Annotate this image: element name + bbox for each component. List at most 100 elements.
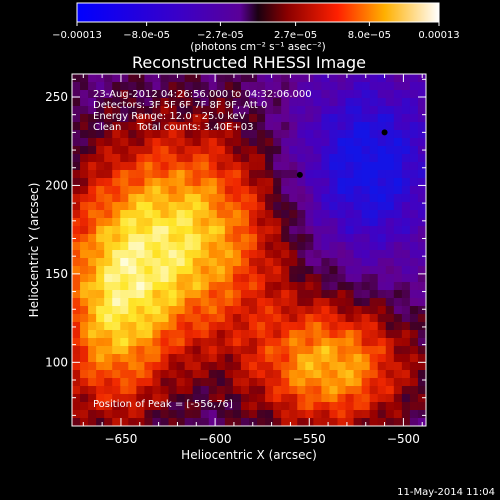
heatmap-cell <box>144 90 153 99</box>
heatmap-cell <box>168 322 177 331</box>
heatmap-cell <box>257 178 266 187</box>
heatmap-cell <box>273 250 282 259</box>
heatmap-cell <box>409 274 419 283</box>
heatmap-cell <box>377 258 387 267</box>
heatmap-cell <box>273 210 282 219</box>
heatmap-cell <box>80 154 89 163</box>
heatmap-cell <box>265 378 274 387</box>
heatmap-cell <box>224 290 234 299</box>
heatmap-cell <box>313 82 322 91</box>
heatmap-cell <box>401 146 411 155</box>
heatmap-cell <box>144 250 153 259</box>
heatmap-cell <box>305 82 314 91</box>
heatmap-cell <box>96 234 105 243</box>
heatmap-cell <box>321 210 330 219</box>
heatmap-cell <box>104 98 113 107</box>
heatmap-cell <box>353 298 363 307</box>
heatmap-cell <box>160 210 169 219</box>
heatmap-cell <box>249 130 258 139</box>
heatmap-cell <box>72 194 81 203</box>
heatmap-cell <box>281 418 290 426</box>
heatmap-cell <box>393 298 403 307</box>
heatmap-cell <box>265 402 274 411</box>
heatmap-cell <box>273 386 282 395</box>
heatmap-cell <box>136 106 145 115</box>
heatmap-cell <box>409 154 419 163</box>
heatmap-cell <box>224 386 234 395</box>
heatmap-cell <box>152 322 161 331</box>
heatmap-cell <box>385 394 395 403</box>
heatmap-cell <box>224 274 234 283</box>
heatmap-cell <box>409 226 419 235</box>
heatmap-cell <box>128 282 137 291</box>
heatmap-cell <box>128 82 137 91</box>
heatmap-cell <box>208 186 218 195</box>
heatmap-cell <box>88 138 97 147</box>
heatmap-cell <box>224 170 234 179</box>
heatmap-cell <box>297 378 306 387</box>
heatmap-cell <box>152 250 161 259</box>
heatmap-cell <box>361 114 371 123</box>
heatmap-cell <box>321 394 330 403</box>
heatmap-cell <box>216 322 226 331</box>
heatmap-cell <box>192 186 202 195</box>
heatmap-cell <box>112 306 121 315</box>
heatmap-cell <box>289 290 298 299</box>
heatmap-cell <box>249 370 258 379</box>
heatmap-cell <box>216 114 226 123</box>
heatmap-cell <box>417 250 426 259</box>
heatmap-cell <box>80 258 89 267</box>
heatmap-cell <box>192 386 202 395</box>
heatmap-cell <box>321 122 330 131</box>
heatmap-cell <box>369 362 379 371</box>
heatmap-cell <box>417 178 426 187</box>
heatmap-cell <box>337 170 346 179</box>
heatmap-cell <box>128 154 137 163</box>
heatmap-cell <box>176 378 186 387</box>
heatmap-cell <box>160 186 169 195</box>
heatmap-cell <box>80 114 89 123</box>
heatmap-cell <box>80 226 89 235</box>
heatmap-cell <box>393 98 403 107</box>
heatmap-cell <box>337 394 346 403</box>
heatmap-cell <box>80 306 89 315</box>
heatmap-cell <box>136 186 145 195</box>
heatmap-cell <box>353 202 363 211</box>
heatmap-cell <box>265 138 274 147</box>
heatmap-cell <box>104 346 113 355</box>
heatmap-cell <box>112 226 121 235</box>
heatmap-cell <box>192 234 202 243</box>
heatmap-cell <box>257 370 266 379</box>
heatmap-cell <box>393 154 403 163</box>
heatmap-cell <box>265 226 274 235</box>
heatmap-cell <box>192 346 202 355</box>
heatmap-cell <box>152 306 161 315</box>
heatmap-cell <box>120 250 129 259</box>
heatmap-cell <box>232 82 242 91</box>
heatmap-cell <box>216 218 226 227</box>
heatmap-cell <box>224 394 234 403</box>
heatmap-cell <box>329 338 338 347</box>
heatmap-cell <box>385 130 395 139</box>
heatmap-cell <box>257 258 266 267</box>
heatmap-cell <box>144 210 153 219</box>
heatmap-cell <box>313 154 322 163</box>
heatmap-cell <box>232 354 242 363</box>
heatmap-cell <box>160 410 169 419</box>
heatmap-cell <box>297 418 306 426</box>
heatmap-cell <box>305 122 314 131</box>
heatmap-cell <box>160 194 169 203</box>
heatmap-cell <box>345 114 354 123</box>
heatmap-cell <box>265 218 274 227</box>
heatmap-cell <box>136 258 145 267</box>
heatmap-cell <box>200 314 210 323</box>
heatmap-cell <box>216 378 226 387</box>
heatmap-cell <box>88 114 97 123</box>
heatmap-cell <box>345 162 354 171</box>
heatmap-cell <box>208 322 218 331</box>
heatmap-cell <box>281 258 290 267</box>
heatmap-cell <box>224 74 234 83</box>
heatmap-cell <box>200 98 210 107</box>
heatmap-cell <box>401 194 411 203</box>
heatmap-cell <box>273 242 282 251</box>
